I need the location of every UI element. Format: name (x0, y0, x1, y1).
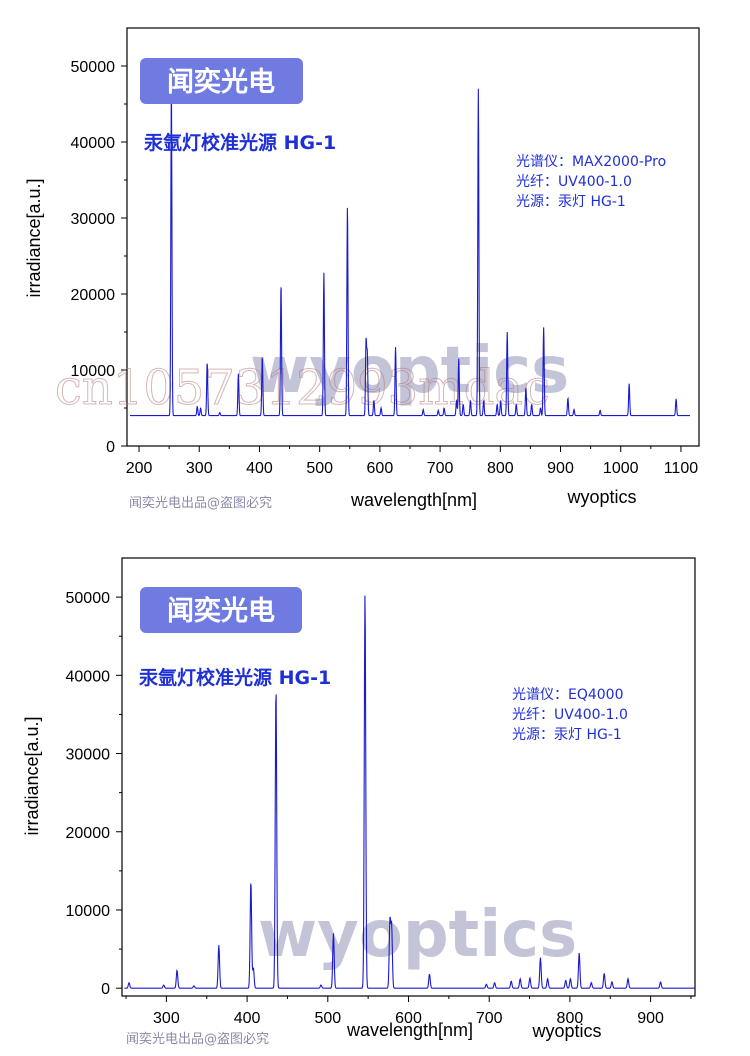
info-line-fiber: 光纤：UV400-1.0 (512, 707, 628, 723)
x-tick-label: 600 (367, 460, 394, 477)
x-tick-label: 800 (487, 460, 514, 477)
brand-badge (140, 587, 302, 633)
x-tick-label: 400 (234, 1010, 261, 1027)
x-tick-label: 700 (427, 460, 454, 477)
y-tick-label: 50000 (71, 59, 116, 76)
brand-label: 闻奕光电 (167, 66, 275, 98)
brand-label: 闻奕光电 (167, 595, 275, 627)
y-axis-title: irradiance[a.u.] (22, 716, 42, 835)
credit-left: 闻奕光电出品@盗图必究 (126, 1031, 269, 1047)
y-tick-label: 30000 (71, 211, 116, 228)
x-tick-label: 900 (547, 460, 574, 477)
spectrum-chart-1: 200 300 400 500 600 700 800 900 1000 1100 0 10000 20… (24, 27, 700, 511)
axis-ticks-layer: 300 400 500 600 700 800 900 0 10000 20000 30000 400… (66, 590, 692, 1027)
spectrum-line (124, 595, 695, 989)
y-tick-label: 20000 (66, 825, 111, 842)
x-tick-label: 600 (395, 1010, 422, 1027)
x-tick-label: 800 (557, 1010, 584, 1027)
y-tick-label: 0 (106, 439, 115, 456)
chart-panel-2: 300 400 500 600 700 800 900 0 10000 20000 30000 400… (0, 528, 750, 1056)
watermark-shop-id: cn1057312993mdac (55, 360, 550, 416)
y-tick-label: 20000 (71, 287, 116, 304)
y-axis-title: irradiance[a.u.] (24, 178, 44, 297)
brand-badge (140, 58, 303, 104)
y-tick-label: 40000 (71, 135, 116, 152)
x-tick-label: 1100 (664, 460, 699, 477)
x-tick-label: 300 (186, 460, 213, 477)
spectrum-chart-2: 300 400 500 600 700 800 900 0 10000 20000 30000 400… (22, 557, 696, 1047)
watermark-wyoptics: wyoptics (250, 334, 569, 408)
credit-right: wyoptics (566, 487, 636, 507)
x-axis-title: wavelength[nm] (350, 490, 477, 510)
chart-title: 汞氩灯校准光源 HG-1 (138, 666, 331, 689)
chart-panel-1: 200 300 400 500 600 700 800 900 1000 1100 0 10000 20… (24, 27, 700, 511)
x-tick-label: 700 (476, 1010, 503, 1027)
info-line-source: 光源：汞灯 HG-1 (516, 194, 626, 210)
x-tick-label: 200 (126, 460, 153, 477)
x-tick-label: 1000 (603, 460, 639, 477)
x-tick-label: 300 (153, 1010, 180, 1027)
y-tick-label: 50000 (66, 590, 111, 607)
info-line-spectrometer: 光谱仪：EQ4000 (512, 687, 624, 703)
x-tick-label: 400 (246, 460, 273, 477)
y-tick-label: 30000 (66, 747, 111, 764)
y-tick-label: 0 (101, 981, 110, 998)
x-axis-title: wavelength[nm] (346, 1020, 473, 1040)
y-tick-label: 10000 (66, 903, 111, 920)
chart-title: 汞氩灯校准光源 HG-1 (143, 131, 336, 154)
x-tick-label: 900 (637, 1010, 664, 1027)
x-tick-label: 500 (314, 1010, 341, 1027)
info-line-source: 光源：汞灯 HG-1 (512, 727, 622, 743)
x-tick-label: 500 (306, 460, 333, 477)
axis-ticks-layer: 200 300 400 500 600 700 800 900 1000 1100 0 10000 20… (71, 59, 699, 477)
info-line-fiber: 光纤：UV400-1.0 (516, 174, 632, 190)
credit-right: wyoptics (531, 1021, 601, 1041)
spectrum-line (130, 88, 690, 417)
credit-left: 闻奕光电出品@盗图必究 (129, 495, 272, 511)
plot-frame (126, 27, 700, 447)
watermark-wyoptics: wyoptics (258, 898, 577, 972)
y-tick-label: 40000 (66, 668, 111, 685)
y-tick-label: 10000 (71, 363, 116, 380)
info-line-spectrometer: 光谱仪：MAX2000-Pro (516, 154, 666, 170)
